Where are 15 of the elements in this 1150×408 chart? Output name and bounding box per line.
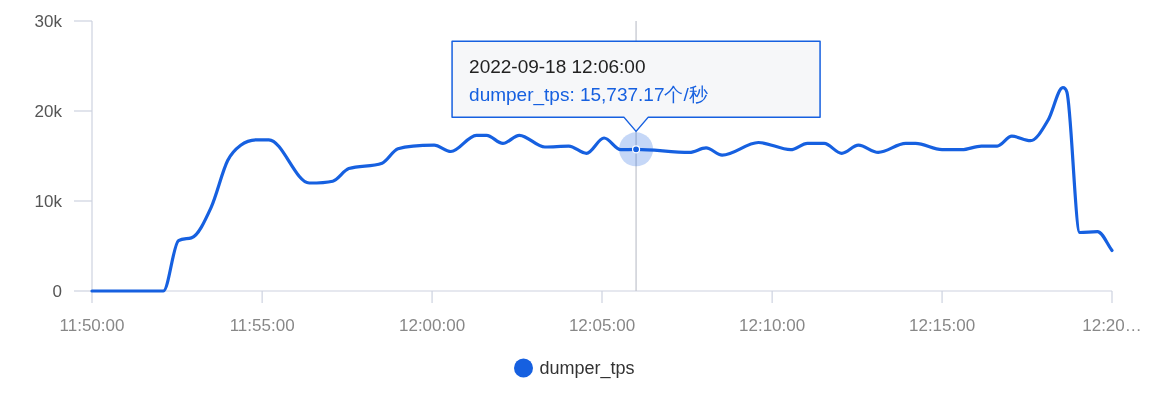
x-tick-label: 12:20…	[1082, 316, 1142, 335]
legend-label: dumper_tps	[539, 358, 635, 379]
x-tick-label: 12:05:00	[568, 316, 636, 335]
x-tick-label: 12:15:00	[908, 316, 976, 335]
x-tick-label: 12:00:00	[398, 316, 466, 335]
legend: dumper_tps	[514, 358, 635, 378]
y-tick-label: 0	[52, 282, 62, 301]
x-tick-label: 12:10:00	[739, 316, 806, 335]
x-tick-label: 11:50:00	[59, 316, 125, 335]
annotation: 2022-09-18 12:06:00	[469, 56, 646, 78]
y-tick-label: 30k	[34, 12, 63, 31]
y-tick-label: 10k	[34, 192, 63, 211]
annotation: dumper_tps: 15,737.17个/秒	[469, 84, 708, 107]
y-tick-label: 20k	[34, 102, 63, 121]
x-tick-label: 11:55:00	[229, 316, 295, 335]
